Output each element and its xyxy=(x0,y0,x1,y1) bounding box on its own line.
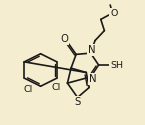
Text: SH: SH xyxy=(110,60,123,70)
Text: O: O xyxy=(110,9,117,18)
Text: Cl: Cl xyxy=(52,83,61,92)
Text: N: N xyxy=(88,45,96,55)
Text: Cl: Cl xyxy=(24,85,33,94)
Text: O: O xyxy=(60,34,69,44)
Text: S: S xyxy=(74,97,81,107)
Text: N: N xyxy=(89,74,96,84)
